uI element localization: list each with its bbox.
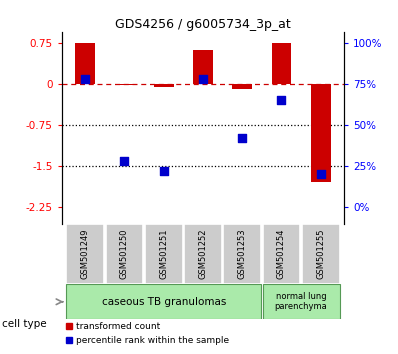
Text: GSM501249: GSM501249 <box>81 229 90 279</box>
Text: GSM501254: GSM501254 <box>277 229 286 279</box>
Title: GDS4256 / g6005734_3p_at: GDS4256 / g6005734_3p_at <box>115 18 291 31</box>
Text: GSM501255: GSM501255 <box>316 229 325 279</box>
Bar <box>145 224 183 284</box>
Text: GSM501250: GSM501250 <box>120 229 129 279</box>
Bar <box>115 84 134 85</box>
Point <box>160 168 167 174</box>
Text: GSM501251: GSM501251 <box>159 229 168 279</box>
Bar <box>105 224 143 284</box>
Bar <box>223 224 261 284</box>
Bar <box>272 43 291 84</box>
Point <box>121 158 128 164</box>
Text: normal lung
parenchyma: normal lung parenchyma <box>275 292 328 312</box>
Text: GSM501252: GSM501252 <box>199 229 207 279</box>
Bar <box>154 84 174 87</box>
Text: caseous TB granulomas: caseous TB granulomas <box>101 297 226 307</box>
Point <box>200 76 206 82</box>
Legend: transformed count, percentile rank within the sample: transformed count, percentile rank withi… <box>66 322 229 345</box>
Point <box>82 76 88 82</box>
Bar <box>311 84 330 183</box>
Point <box>318 171 324 177</box>
Text: GSM501253: GSM501253 <box>238 229 247 279</box>
Bar <box>302 224 339 284</box>
Bar <box>193 50 213 84</box>
Point <box>239 135 246 141</box>
Bar <box>263 284 339 319</box>
Bar <box>66 224 104 284</box>
Bar <box>66 284 261 319</box>
Bar <box>184 224 222 284</box>
Point <box>278 97 285 103</box>
Bar <box>76 43 95 84</box>
Text: cell type: cell type <box>2 319 47 329</box>
Bar <box>263 224 300 284</box>
Bar <box>232 84 252 89</box>
